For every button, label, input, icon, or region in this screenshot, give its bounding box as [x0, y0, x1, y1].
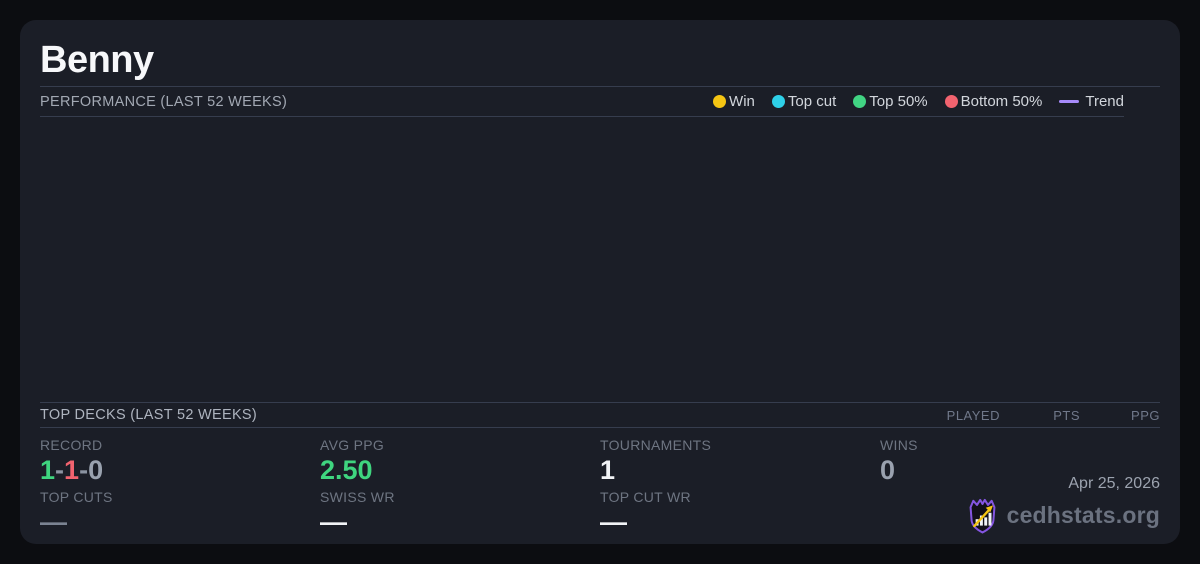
card-footer: Apr 25, 2026 cedhstats.org: [966, 475, 1160, 534]
top-cuts-value: —: [40, 507, 67, 537]
top-cut-dot-icon: [771, 95, 785, 108]
column-header-ppg: PPG: [1131, 407, 1160, 423]
cedhstats-shield-logo-icon: [969, 498, 996, 534]
top-cut-wr-value: —: [600, 507, 627, 537]
win-dot-icon: [713, 95, 727, 108]
legend-item-top-50[interactable]: Top 50%: [853, 93, 928, 110]
tournaments-value: 1: [600, 455, 616, 485]
topdecks-section-title: TOP DECKS (LAST 52 WEEKS): [40, 407, 258, 423]
topdecks-top-divider: [40, 402, 1160, 403]
stat-label: TOP CUT WR: [600, 489, 691, 505]
record-separator: -: [79, 455, 89, 485]
stat-top-cut-wr: TOP CUT WR —: [600, 488, 880, 538]
stat-label: AVG PPG: [320, 437, 385, 453]
record-separator: -: [55, 455, 65, 485]
column-header-played: PLAYED: [946, 407, 1000, 423]
legend-label: Win: [729, 93, 755, 110]
swiss-wr-value: —: [320, 507, 347, 537]
legend-item-trend[interactable]: Trend: [1059, 93, 1124, 110]
stats-grid: RECORD 1-1-0 AVG PPG 2.50 TOURNAMENTS 1 …: [40, 436, 1160, 538]
wins-value: 0: [880, 455, 896, 485]
record-draws: 0: [88, 455, 104, 485]
record-value: 1-1-0: [40, 454, 320, 486]
date-label: Apr 25, 2026: [1068, 475, 1160, 492]
stat-avg-ppg: AVG PPG 2.50: [320, 436, 600, 488]
chart-legend: Win Top cut Top 50% Bottom 50% Trend: [713, 93, 1124, 110]
avg-ppg-value: 2.50: [320, 455, 373, 485]
performance-header-row: PERFORMANCE (LAST 52 WEEKS) Win Top cut …: [40, 87, 1160, 116]
stat-label: SWISS WR: [320, 489, 395, 505]
page-title: Benny: [40, 39, 154, 81]
stat-label: RECORD: [40, 437, 103, 453]
stat-tournaments: TOURNAMENTS 1: [600, 436, 880, 488]
legend-item-top-cut[interactable]: Top cut: [771, 93, 837, 110]
stat-label: TOURNAMENTS: [600, 437, 712, 453]
topdecks-bottom-divider: [40, 427, 1160, 428]
performance-divider: [40, 116, 1124, 117]
legend-label: Trend: [1085, 93, 1124, 110]
legend-label: Top cut: [787, 93, 837, 110]
stat-top-cuts: TOP CUTS —: [40, 488, 320, 538]
record-wins: 1: [40, 455, 56, 485]
performance-section-title: PERFORMANCE (LAST 52 WEEKS): [40, 93, 288, 110]
record-losses: 1: [64, 455, 80, 485]
stats-area: RECORD 1-1-0 AVG PPG 2.50 TOURNAMENTS 1 …: [40, 428, 1160, 537]
stat-wins: WINS 0: [880, 436, 1160, 488]
legend-item-bottom-50[interactable]: Bottom 50%: [944, 93, 1043, 110]
stat-label: WINS: [880, 437, 918, 453]
legend-item-win[interactable]: Win: [713, 93, 755, 110]
stat-label: TOP CUTS: [40, 489, 113, 505]
stat-record: RECORD 1-1-0: [40, 436, 320, 488]
top-50-dot-icon: [853, 95, 867, 108]
bottom-50-dot-icon: [944, 95, 958, 108]
legend-label: Top 50%: [869, 93, 928, 110]
stat-swiss-wr: SWISS WR —: [320, 488, 600, 538]
player-stats-card: Benny PERFORMANCE (LAST 52 WEEKS) Win To…: [20, 20, 1180, 544]
brand-link[interactable]: cedhstats.org: [966, 497, 1160, 534]
performance-chart: [40, 117, 1160, 402]
brand-wordmark: cedhstats.org: [1006, 502, 1160, 528]
legend-label: Bottom 50%: [960, 93, 1043, 110]
topdecks-column-headers: PLAYED PTS PPG: [920, 408, 1160, 423]
topdecks-header-row: TOP DECKS (LAST 52 WEEKS) PLAYED PTS PPG: [40, 403, 1160, 427]
trend-line-icon: [1059, 100, 1080, 103]
title-divider: [40, 86, 1160, 87]
column-header-pts: PTS: [1053, 407, 1080, 423]
